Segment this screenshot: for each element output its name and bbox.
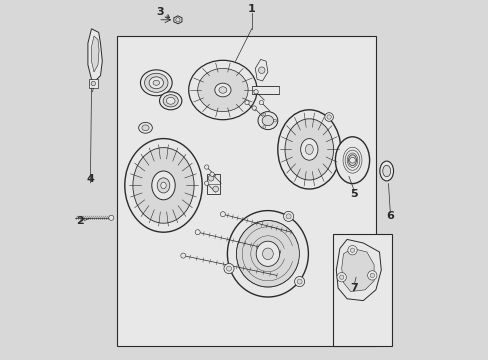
Circle shape [226, 266, 231, 271]
Bar [206, 174, 220, 194]
Ellipse shape [285, 119, 333, 180]
Text: 6: 6 [386, 211, 393, 221]
Circle shape [251, 106, 256, 110]
Ellipse shape [305, 144, 313, 154]
Ellipse shape [166, 98, 175, 104]
Circle shape [175, 18, 180, 22]
Ellipse shape [277, 110, 340, 189]
Ellipse shape [157, 178, 169, 193]
Circle shape [324, 113, 333, 121]
Ellipse shape [219, 87, 226, 93]
Circle shape [259, 100, 263, 105]
Ellipse shape [256, 241, 279, 266]
Circle shape [209, 172, 214, 176]
Circle shape [253, 90, 258, 94]
Circle shape [369, 273, 374, 278]
Circle shape [108, 215, 114, 220]
Text: 4: 4 [86, 174, 94, 184]
Circle shape [283, 211, 293, 221]
Bar [89, 79, 98, 88]
Bar [117, 36, 375, 346]
Circle shape [349, 248, 354, 252]
Bar [332, 234, 391, 346]
Ellipse shape [236, 220, 299, 287]
Circle shape [326, 115, 330, 119]
Circle shape [91, 81, 95, 86]
Ellipse shape [159, 92, 182, 110]
Text: 1: 1 [247, 4, 255, 14]
Circle shape [339, 275, 343, 279]
Polygon shape [91, 36, 99, 72]
Ellipse shape [300, 139, 317, 160]
Text: 3: 3 [156, 6, 163, 17]
Ellipse shape [188, 60, 257, 120]
Text: 7: 7 [350, 283, 357, 293]
Ellipse shape [142, 125, 149, 131]
Circle shape [208, 175, 213, 181]
Polygon shape [341, 248, 373, 292]
Polygon shape [174, 16, 182, 24]
Ellipse shape [348, 155, 356, 166]
Ellipse shape [262, 248, 273, 260]
Ellipse shape [197, 68, 247, 112]
Ellipse shape [140, 70, 172, 96]
Ellipse shape [258, 112, 277, 130]
Ellipse shape [124, 139, 202, 232]
Circle shape [195, 230, 200, 235]
Polygon shape [255, 59, 267, 81]
Circle shape [336, 273, 346, 282]
Circle shape [349, 157, 355, 163]
Ellipse shape [139, 122, 152, 133]
Ellipse shape [153, 80, 159, 85]
Ellipse shape [161, 182, 166, 189]
Circle shape [224, 264, 234, 274]
Ellipse shape [262, 116, 273, 126]
Circle shape [204, 165, 208, 169]
Text: 5: 5 [350, 189, 357, 199]
Circle shape [212, 186, 218, 192]
Circle shape [258, 67, 264, 73]
Ellipse shape [133, 148, 194, 223]
Bar [251, 86, 278, 94]
Circle shape [244, 100, 249, 105]
Ellipse shape [144, 73, 168, 93]
Ellipse shape [151, 171, 175, 200]
Circle shape [263, 125, 265, 128]
Circle shape [273, 119, 276, 122]
Ellipse shape [382, 165, 390, 177]
Circle shape [204, 181, 208, 185]
Ellipse shape [227, 211, 308, 297]
Circle shape [367, 271, 376, 280]
Circle shape [285, 214, 290, 219]
Polygon shape [336, 239, 381, 301]
Circle shape [181, 253, 185, 258]
Ellipse shape [214, 83, 230, 97]
Circle shape [220, 212, 225, 217]
Ellipse shape [379, 161, 393, 181]
Ellipse shape [335, 137, 369, 184]
Circle shape [294, 276, 304, 287]
Circle shape [347, 246, 356, 255]
Circle shape [263, 113, 265, 116]
Circle shape [297, 279, 302, 284]
Text: 2: 2 [76, 216, 83, 226]
Ellipse shape [149, 77, 163, 89]
Ellipse shape [163, 95, 178, 107]
Polygon shape [88, 29, 102, 81]
